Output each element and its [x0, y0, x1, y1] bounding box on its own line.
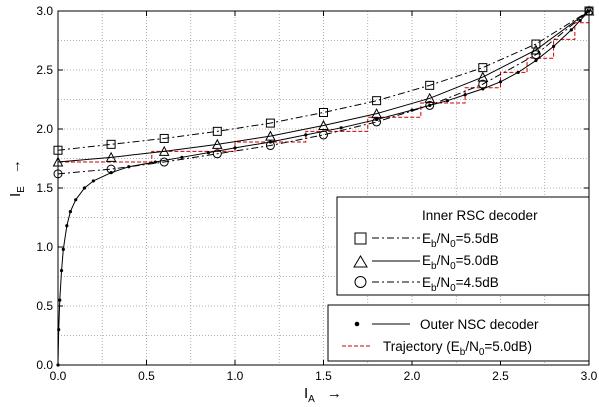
y-tick-label: 0.5	[36, 299, 53, 313]
legend-marker-square	[354, 232, 367, 245]
marker-triangle	[158, 145, 170, 156]
marker-dot	[410, 108, 414, 112]
marker-dot	[59, 269, 64, 273]
marker-triangle	[318, 119, 329, 130]
x-axis-label: IA →	[304, 385, 342, 405]
legend-label-4-5: Eb/N0=4.5dB	[422, 275, 499, 294]
marker-dot	[206, 151, 211, 155]
y-tick-label: 0.0	[36, 358, 53, 372]
marker-circle	[372, 117, 382, 127]
marker-square	[372, 96, 382, 106]
marker-triangle	[265, 130, 276, 141]
marker-dot	[68, 210, 72, 214]
y-tick-label: 1.5	[36, 181, 53, 195]
marker-dot	[516, 70, 520, 74]
marker-square	[319, 107, 328, 117]
y-tick-label: 1.0	[36, 240, 53, 254]
marker-dot	[109, 171, 113, 175]
legend-box-outer	[327, 304, 590, 362]
marker-dot	[233, 146, 237, 150]
legend-inner-title: Inner RSC decoder	[422, 208, 538, 223]
marker-square	[531, 39, 541, 49]
marker-dot	[74, 198, 78, 202]
marker-circle	[425, 100, 435, 110]
marker-dot	[153, 160, 157, 164]
legend-label-5-0: Eb/N0=5.0dB	[422, 253, 499, 272]
marker-square	[425, 80, 435, 90]
marker-dot	[552, 44, 556, 49]
marker-square	[212, 126, 222, 136]
marker-circle	[531, 50, 541, 60]
marker-dot	[534, 58, 538, 63]
marker-square	[265, 118, 275, 128]
series-line-3	[57, 10, 590, 366]
marker-triangle	[211, 138, 223, 149]
marker-dot	[58, 298, 62, 302]
series-line-0	[57, 10, 590, 151]
legend-box-inner	[336, 196, 590, 296]
legend-label-outer: Outer NSC decoder	[420, 317, 539, 332]
marker-dot	[268, 140, 272, 144]
series-line-2	[57, 10, 590, 175]
x-tick-label: 0.0	[50, 369, 67, 383]
marker-dot	[127, 165, 131, 169]
ticks: 0.0 0.5 1.0 1.5 2.0 2.5 3.0 0.0 0.5 1.0 1.5 2.0 2.5 3…	[36, 4, 597, 383]
marker-square	[106, 139, 116, 149]
marker-dot	[498, 80, 503, 84]
marker-square	[159, 133, 169, 143]
legend-label-trajectory: Trajectory (Eb/N0=5.0dB)	[383, 339, 532, 358]
marker-dot	[375, 117, 379, 122]
marker-dot	[481, 87, 485, 91]
marker-dot	[445, 99, 449, 103]
y-axis-label: IE→	[7, 159, 27, 197]
marker-dot	[65, 224, 69, 228]
marker-dot	[91, 179, 95, 183]
legend-label-5-5: Eb/N0=5.5dB	[422, 231, 499, 250]
y-tick-label: 2.5	[36, 63, 53, 77]
x-tick-label: 0.5	[138, 369, 155, 383]
marker-triangle	[424, 92, 436, 103]
trajectory-line	[57, 22, 589, 365]
legend-marker-dot	[354, 321, 360, 327]
marker-dot	[304, 133, 308, 137]
marker-dot	[82, 186, 87, 190]
marker-dot	[180, 155, 184, 159]
x-tick-label: 3.0	[581, 369, 598, 383]
marker-triangle	[530, 44, 542, 55]
x-tick-label: 1.5	[315, 369, 332, 383]
y-tick-label: 2.0	[36, 122, 53, 136]
x-tick-label: 2.5	[492, 369, 509, 383]
marker-dot	[578, 18, 582, 23]
marker-triangle	[105, 151, 117, 162]
series-line-1	[57, 10, 590, 163]
x-tick-label: 1.0	[227, 369, 244, 383]
marker-dot	[61, 247, 65, 251]
marker-circle	[212, 149, 222, 159]
legend: Inner RSC decoder Eb/N0=5.5dB Eb/N0=5.0d…	[327, 196, 590, 362]
marker-dot	[463, 93, 467, 97]
marker-dot	[339, 126, 343, 130]
marker-square	[478, 63, 488, 73]
legend-marker-circle	[354, 276, 367, 288]
marker-triangle	[477, 71, 489, 82]
x-tick-label: 2.0	[404, 369, 421, 383]
y-tick-label: 3.0	[36, 4, 53, 18]
legend-marker-triangle	[353, 255, 368, 268]
marker-circle	[159, 157, 169, 167]
marker-dot	[569, 28, 573, 32]
marker-dot	[428, 103, 432, 107]
